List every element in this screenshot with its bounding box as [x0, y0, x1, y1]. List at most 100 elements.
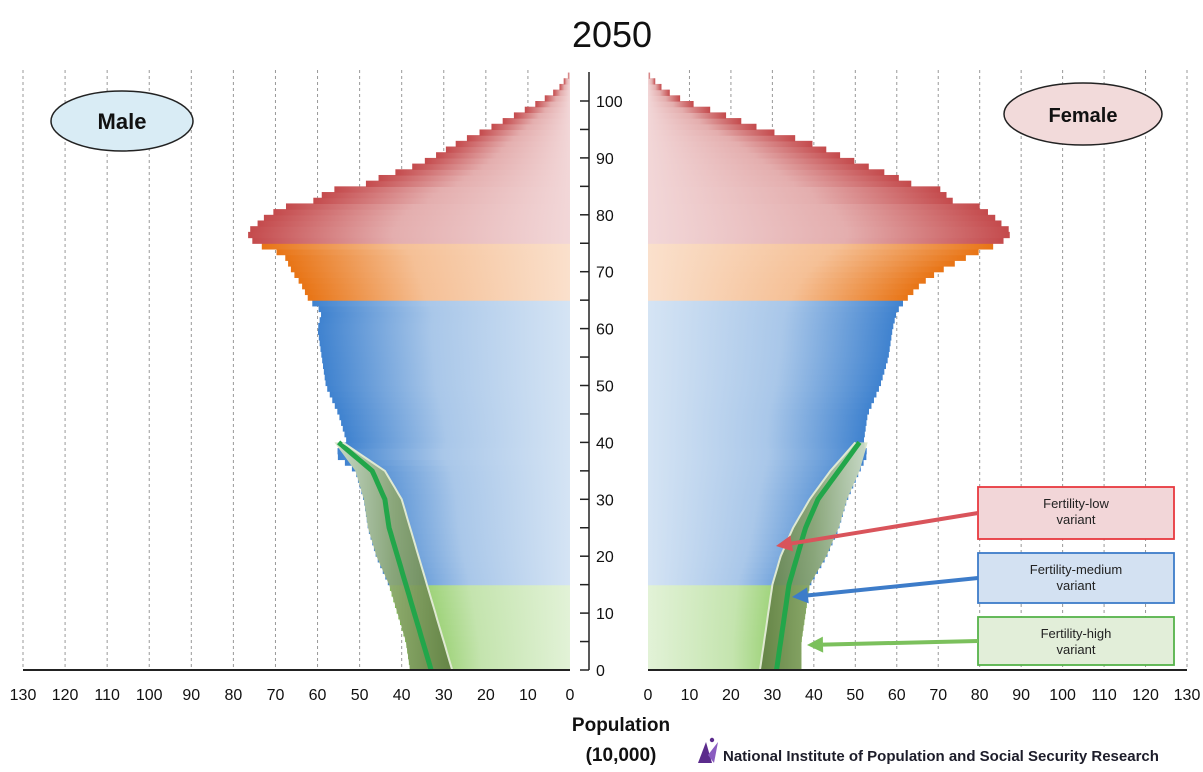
female-bar-age-26	[648, 516, 842, 523]
female-bar-age-32	[648, 482, 854, 489]
male-bar-age-10	[396, 607, 570, 614]
male-bar-age-35	[351, 465, 570, 472]
male-bar-age-47	[332, 396, 570, 404]
female-bar-age-47	[648, 396, 874, 404]
male-bar-age-100	[544, 95, 570, 102]
age-tick-label-100: 100	[596, 94, 623, 111]
annotation-box	[977, 486, 1175, 540]
male-bar-age-41	[344, 431, 570, 438]
annotation-text: Fertility-low	[1043, 496, 1109, 511]
x-tick-female-110: 110	[1091, 687, 1117, 704]
population-bars	[248, 72, 1010, 671]
age-tick-label-30: 30	[596, 492, 614, 509]
male-bar-age-102	[559, 83, 570, 91]
male-bar-age-6	[403, 630, 570, 637]
female-bar-age-39	[648, 442, 865, 449]
female-bar-age-96	[648, 118, 742, 125]
male-bar-age-14	[389, 584, 570, 591]
male-bar-age-22	[372, 539, 570, 546]
female-bar-age-36	[648, 459, 864, 466]
female-bar-age-94	[648, 129, 775, 136]
female-bar-age-40	[648, 436, 865, 443]
male-bar-age-25	[367, 522, 570, 529]
male-bar-age-79	[263, 214, 570, 222]
female-bar-age-73	[648, 248, 979, 256]
female-bar-age-63	[648, 305, 899, 313]
female-bar-age-84	[648, 186, 941, 193]
male-bar-age-9	[398, 613, 570, 620]
female-bar-age-33	[648, 476, 856, 483]
male-bar-age-89	[424, 157, 570, 165]
x-tick-male-20: 20	[477, 687, 495, 704]
male-bar-age-34	[356, 470, 570, 478]
female-bar-age-78	[648, 220, 1002, 227]
male-bar-age-64	[312, 300, 570, 307]
male-bar-age-53	[323, 362, 570, 370]
x-tick-male-110: 110	[94, 687, 120, 704]
male-label: Male	[50, 90, 194, 152]
male-bar-age-26	[366, 516, 570, 523]
male-bar-age-103	[563, 78, 570, 85]
male-bar-age-65	[307, 294, 570, 301]
male-bar-age-48	[329, 391, 570, 398]
x-tick-male-60: 60	[309, 687, 327, 704]
male-bar-age-88	[412, 163, 570, 170]
male-bar-age-49	[327, 385, 570, 392]
male-bar-age-87	[395, 169, 570, 176]
male-bar-age-16	[385, 573, 570, 580]
x-tick-female-120: 120	[1132, 687, 1159, 704]
male-bar-age-18	[380, 561, 570, 569]
female-bar-age-101	[648, 89, 670, 96]
female-bar-age-22	[648, 539, 833, 546]
female-bar-age-104	[648, 72, 651, 79]
x-tick-female-10: 10	[681, 687, 699, 704]
female-low-variant-edge	[758, 441, 857, 671]
x-tick-male-50: 50	[351, 687, 369, 704]
male-bar-age-24	[368, 527, 570, 535]
female-bar-age-35	[648, 465, 861, 472]
x-tick-male-30: 30	[435, 687, 453, 704]
male-bar-age-52	[323, 368, 570, 375]
male-bar-age-23	[370, 533, 570, 540]
male-bar-age-57	[319, 339, 570, 347]
male-bar-age-7	[401, 624, 570, 631]
female-bar-age-77	[648, 226, 1009, 233]
male-bar-age-67	[302, 283, 570, 290]
female-bar-age-5	[648, 635, 802, 643]
male-bar-age-104	[567, 72, 570, 79]
male-bar-age-70	[290, 266, 570, 273]
male-bar-age-73	[276, 248, 570, 256]
annotation-arrow-head	[776, 535, 794, 552]
female-bar-age-52	[648, 368, 885, 375]
male-bar-age-71	[288, 260, 570, 267]
male-bar-age-4	[406, 641, 570, 648]
female-bar-age-37	[648, 453, 867, 461]
female-bar-age-31	[648, 487, 851, 495]
male-bar-age-101	[553, 89, 570, 96]
annotation-arrow-shaft	[807, 576, 979, 598]
female-bar-age-92	[648, 140, 813, 148]
female-bar-age-44	[648, 413, 868, 421]
male-bar-age-58	[318, 334, 570, 341]
female-bar-age-34	[648, 470, 859, 478]
institute-logo-icon	[698, 737, 718, 763]
female-bar-age-87	[648, 169, 885, 176]
x-tick-male-120: 120	[52, 687, 79, 704]
female-bar-age-102	[648, 83, 662, 91]
male-bar-age-60	[318, 322, 570, 330]
male-bar-age-27	[365, 510, 570, 517]
female-bar-age-90	[648, 152, 841, 159]
male-bar-age-38	[337, 448, 570, 455]
male-bar-age-69	[294, 271, 570, 278]
x-tick-female-30: 30	[763, 687, 781, 704]
age-tick-label-80: 80	[596, 208, 614, 225]
x-tick-female-100: 100	[1049, 687, 1076, 704]
male-bar-age-76	[248, 231, 570, 239]
x-tick-male-80: 80	[224, 687, 242, 704]
male-bar-age-31	[361, 487, 570, 495]
male-bar-age-84	[334, 186, 570, 193]
x-tick-male-40: 40	[393, 687, 411, 704]
female-bar-age-30	[648, 493, 849, 500]
